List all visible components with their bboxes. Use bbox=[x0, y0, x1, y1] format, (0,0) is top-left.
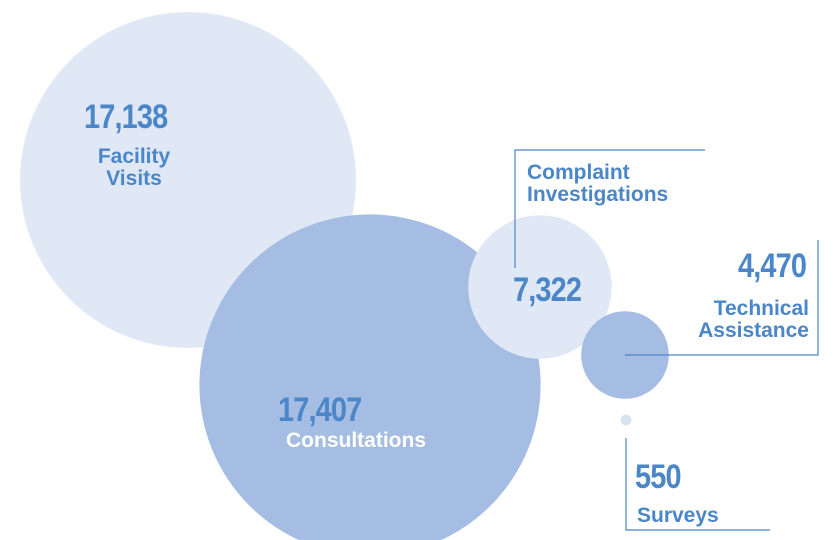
leader-line bbox=[514, 149, 705, 268]
category-label: Facility Visits bbox=[97, 145, 171, 190]
category-label: Surveys bbox=[637, 504, 719, 527]
value-label: 17,407 bbox=[278, 391, 362, 429]
leader-line bbox=[625, 240, 819, 356]
bubble bbox=[620, 414, 632, 426]
bubble bbox=[199, 214, 541, 540]
value-label: 550 bbox=[635, 458, 682, 496]
value-label: 4,470 bbox=[737, 247, 807, 285]
value-label: 17,138 bbox=[84, 98, 168, 136]
category-label: Consultations bbox=[286, 429, 426, 452]
category-label: Complaint Investigations bbox=[527, 161, 669, 206]
category-label: Technical Assistance bbox=[698, 297, 809, 342]
leader-lines bbox=[514, 149, 819, 531]
bubble bbox=[468, 215, 612, 359]
value-label: 7,322 bbox=[513, 271, 582, 309]
leader-line bbox=[625, 438, 770, 531]
